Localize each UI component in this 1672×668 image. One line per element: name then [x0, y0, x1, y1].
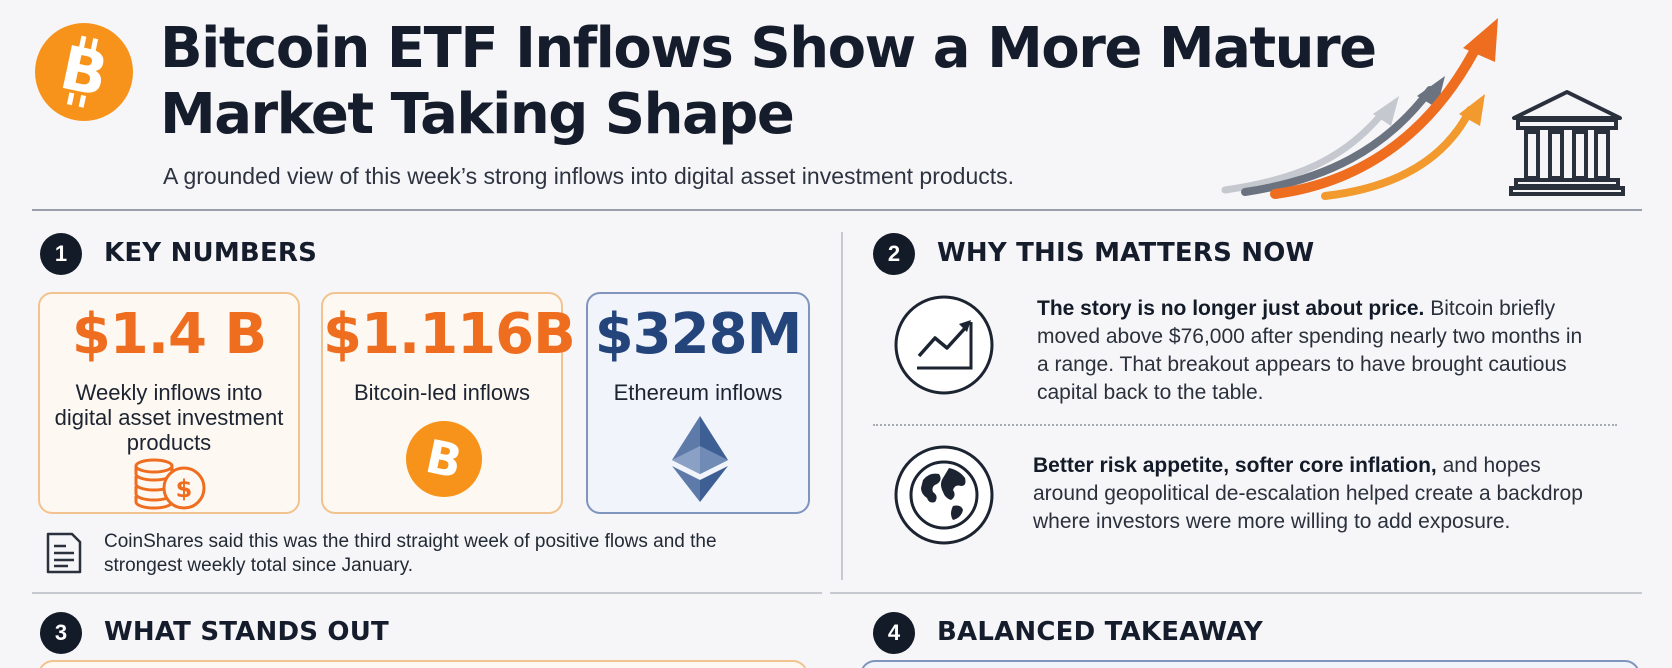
card-label: Bitcoin-led inflows — [353, 380, 531, 405]
key-number-card-weekly: $1.4 B Weekly inflows into digital asset… — [38, 292, 300, 514]
balanced-takeaway-card — [860, 660, 1640, 668]
section-divider-right — [830, 592, 1642, 594]
header-divider — [32, 209, 1642, 211]
ethereum-icon — [672, 416, 728, 502]
key-number-card-ethereum: $328M Ethereum inflows — [586, 292, 810, 514]
why-paragraph-2: Better risk appetite, softer core inflat… — [1033, 452, 1593, 536]
section-2-number: 2 — [873, 233, 915, 275]
section-3-title: WHAT STANDS OUT — [104, 617, 389, 647]
section-4-number: 4 — [873, 612, 915, 654]
why-paragraph-1-bold: The story is no longer just about price. — [1037, 297, 1425, 320]
section-divider-left — [32, 592, 822, 594]
card-value: $328M — [594, 302, 803, 367]
section-3-number: 3 — [40, 612, 82, 654]
bitcoin-logo-icon: B — [35, 23, 133, 121]
dotted-divider — [873, 424, 1617, 426]
page-title: Bitcoin ETF Inflows Show a More Mature M… — [160, 16, 1377, 148]
section-1-title: KEY NUMBERS — [104, 238, 318, 268]
bank-building-icon — [1509, 90, 1625, 196]
section-4-title: BALANCED TAKEAWAY — [937, 617, 1263, 647]
why-paragraph-1: The story is no longer just about price.… — [1037, 295, 1597, 407]
card-label: Weekly inflows into digital asset invest… — [54, 380, 284, 455]
coins-dollar-icon: $ — [134, 458, 206, 510]
card-value: $1.4 B — [71, 302, 267, 367]
key-number-card-bitcoin: $1.116B Bitcoin-led inflows B — [321, 292, 576, 514]
section-2-title: WHY THIS MATTERS NOW — [937, 238, 1315, 268]
bitcoin-icon: B — [406, 421, 482, 497]
why-paragraph-2-bold: Better risk appetite, softer core inflat… — [1033, 454, 1437, 477]
coinshares-note: CoinShares said this was the third strai… — [104, 531, 717, 576]
column-divider — [841, 232, 843, 580]
globe-icon — [894, 445, 994, 545]
card-label: Ethereum inflows — [613, 380, 783, 405]
document-icon — [46, 532, 82, 574]
trend-chart-icon — [894, 295, 994, 395]
title-line-2: Market Taking Shape — [160, 82, 795, 147]
why-paragraph-1-text: Bitcoin briefly moved above $76,000 afte… — [1037, 297, 1583, 404]
card-value: $1.116B — [323, 302, 576, 367]
what-stands-out-card — [38, 660, 808, 668]
section-1-number: 1 — [40, 233, 82, 275]
why-paragraph-2-text: and hopes around geopolitical de-escalat… — [1033, 454, 1583, 533]
title-line-1: Bitcoin ETF Inflows Show a More Mature — [160, 16, 1377, 81]
svg-text:$: $ — [176, 475, 193, 503]
page-subtitle: A grounded view of this week’s strong in… — [163, 163, 1015, 189]
rising-arrows-icon — [1221, 18, 1498, 200]
